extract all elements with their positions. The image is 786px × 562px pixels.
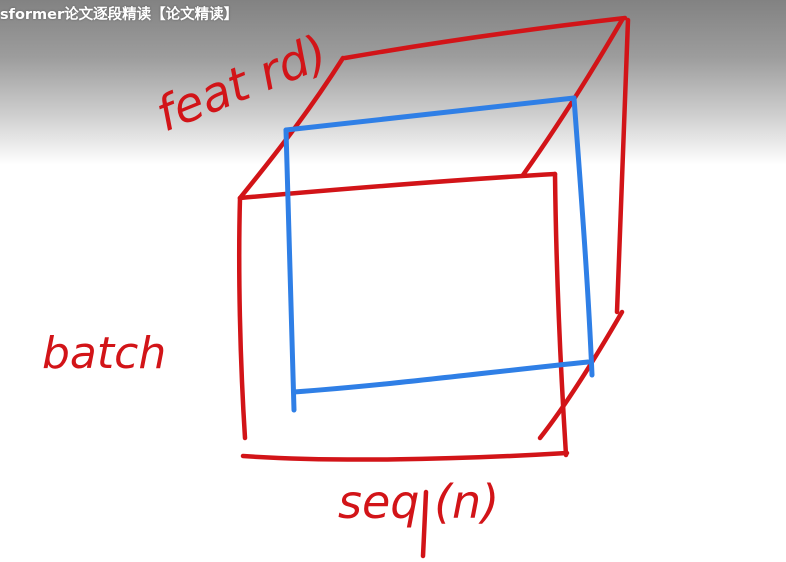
slice-top-edge — [283, 95, 577, 133]
slice-right-edge — [571, 95, 595, 378]
cube-back-top-edge — [342, 15, 628, 61]
slice-bottom-edge — [291, 359, 591, 395]
title-overlay-gradient — [0, 0, 786, 165]
cube-front-top-edge — [237, 171, 558, 201]
cube-back-right-edge — [614, 17, 631, 315]
sequence-label: seq (n) — [338, 475, 499, 529]
cube-bottom-right-depth-edge — [537, 309, 625, 441]
slice-left-edge — [283, 127, 297, 413]
cube-front-left-edge — [236, 195, 248, 441]
cube-front-bottom-edge — [240, 450, 570, 462]
seq-axis-stroke — [420, 489, 429, 559]
video-title: sformer论文逐段精读【论文精读】 — [0, 7, 239, 23]
batch-label: batch — [42, 328, 166, 379]
cube-front-right-edge — [552, 171, 569, 458]
